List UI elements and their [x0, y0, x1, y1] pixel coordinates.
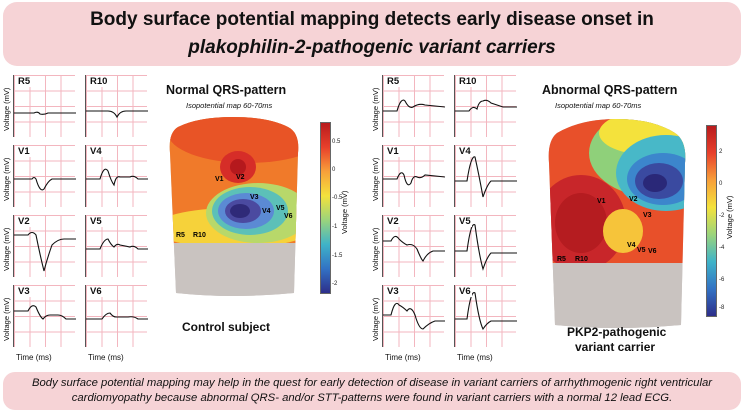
voltage-axis-label: Voltage (mV)	[371, 297, 380, 341]
lead-label-v5: V5	[89, 216, 103, 227]
left-panel-control: R5 R10 V1 V4 V2 V5 V3 V6 Voltage (mV) Vo…	[0, 69, 363, 369]
ecg-lead-v1: V1	[13, 145, 76, 207]
colorbar-tick: 2	[719, 149, 723, 155]
voltage-axis-label: Voltage (mV)	[371, 157, 380, 201]
ecg-lead-r5: R5	[382, 75, 446, 137]
electrode-label: V3	[643, 212, 652, 219]
ecg-lead-v3: V3	[382, 285, 445, 347]
map-title: Abnormal QRS-pattern	[542, 83, 678, 97]
ecg-lead-v5: V5	[454, 215, 517, 277]
title-line-2: plakophilin-2-pathogenic variant carrier…	[3, 37, 741, 59]
voltage-axis-label: Voltage (mV)	[371, 87, 380, 131]
electrode-label: V3	[250, 194, 259, 201]
colorbar-tick: 0.5	[332, 139, 341, 145]
right-panel-carrier: R5 R10 V1 V4 V2 V5 V3 V6 Voltage (mV) Vo…	[369, 69, 734, 369]
map-title: Normal QRS-pattern	[166, 83, 287, 97]
colorbar-tick: -6	[719, 277, 725, 283]
ecg-lead-v6: V6	[454, 285, 517, 347]
electrode-label: V4	[627, 242, 636, 249]
subject-label: Control subject	[182, 320, 271, 334]
voltage-colorbar	[706, 125, 717, 317]
time-axis-label: Time (ms)	[457, 353, 493, 362]
colorbar-tick: 0	[719, 181, 723, 187]
electrode-label: V6	[648, 248, 657, 255]
electrode-label: V2	[629, 196, 638, 203]
electrode-label: V5	[276, 205, 285, 212]
lead-label-v3: V3	[386, 286, 400, 297]
torso-isopotential-map: V1 V2 V3 V4 V5 V6 R5 R10	[548, 119, 686, 328]
voltage-axis-label: Voltage (mV)	[2, 297, 11, 341]
ecg-lead-v4: V4	[85, 145, 148, 207]
electrode-label: V1	[597, 198, 606, 205]
lead-label-v2: V2	[386, 216, 400, 227]
lead-label-v3: V3	[17, 286, 31, 297]
ecg-lead-v4: V4	[454, 145, 517, 207]
title-gene-name: plakophilin-2-pathogenic variant carrier…	[188, 37, 556, 58]
electrode-label: R10	[575, 256, 588, 263]
voltage-axis-label: Voltage (mV)	[2, 227, 11, 271]
ecg-lead-v5: V5	[85, 215, 148, 277]
lead-label-v2: V2	[17, 216, 31, 227]
ecg-lead-v6: V6	[85, 285, 148, 347]
electrode-label: V6	[284, 213, 293, 220]
subject-label-line-1: PKP2-pathogenic	[567, 325, 667, 339]
ecg-lead-v3: V3	[13, 285, 76, 347]
colorbar-tick: -0.5	[332, 195, 343, 201]
conclusion-banner: Body surface potential mapping may help …	[3, 372, 741, 410]
lead-label-r5: R5	[17, 76, 32, 87]
lead-label-v4: V4	[89, 146, 103, 157]
time-axis-label: Time (ms)	[385, 353, 421, 362]
subject-label-line-2: variant carrier	[575, 340, 656, 354]
voltage-colorbar	[320, 122, 331, 294]
colorbar-tick: -2	[719, 213, 725, 219]
ecg-lead-r5: R5	[13, 75, 76, 137]
colorbar-title: Voltage (mV)	[725, 195, 734, 239]
map-subtitle: Isopotential map 60-70ms	[186, 101, 273, 110]
lead-label-v1: V1	[386, 146, 400, 157]
lead-label-v1: V1	[17, 146, 31, 157]
time-axis-label: Time (ms)	[16, 353, 52, 362]
ecg-lead-r10: R10	[85, 75, 148, 137]
ecg-lead-v1: V1	[382, 145, 446, 207]
voltage-axis-label: Voltage (mV)	[2, 87, 11, 131]
electrode-label: V4	[262, 208, 271, 215]
lead-label-v6: V6	[458, 286, 472, 297]
lead-label-v5: V5	[458, 216, 472, 227]
lead-label-v6: V6	[89, 286, 103, 297]
conclusion-text: Body surface potential mapping may help …	[31, 377, 713, 404]
title-banner: Body surface potential mapping detects e…	[3, 2, 741, 66]
time-axis-label: Time (ms)	[88, 353, 124, 362]
colorbar-tick: -2	[332, 281, 338, 287]
ecg-lead-r10: R10	[454, 75, 517, 137]
electrode-label: V1	[215, 176, 224, 183]
electrode-label: V5	[637, 247, 646, 254]
lead-label-r10: R10	[89, 76, 109, 87]
ecg-lead-v2: V2	[382, 215, 445, 277]
electrode-label: R5	[557, 256, 566, 263]
colorbar-tick: 0	[332, 167, 336, 173]
electrode-label: R5	[176, 232, 185, 239]
voltage-axis-label: Voltage (mV)	[2, 157, 11, 201]
lead-label-r10: R10	[458, 76, 478, 87]
torso-isopotential-map: V1 V2 V3 V4 V5 V6 R5 R10	[169, 117, 299, 296]
colorbar-tick: -1	[332, 224, 338, 230]
map-subtitle: Isopotential map 60-70ms	[555, 101, 642, 110]
lead-label-r5: R5	[386, 76, 401, 87]
ecg-lead-v2: V2	[13, 215, 76, 277]
electrode-label: R10	[193, 232, 206, 239]
colorbar-tick: -1.5	[332, 253, 343, 259]
colorbar-tick: -4	[719, 245, 725, 251]
electrode-label: V2	[236, 174, 245, 181]
lead-label-v4: V4	[458, 146, 472, 157]
colorbar-title: Voltage (mV)	[340, 190, 349, 234]
voltage-axis-label: Voltage (mV)	[371, 227, 380, 271]
title-line-1: Body surface potential mapping detects e…	[90, 9, 654, 30]
colorbar-tick: -8	[719, 305, 725, 311]
